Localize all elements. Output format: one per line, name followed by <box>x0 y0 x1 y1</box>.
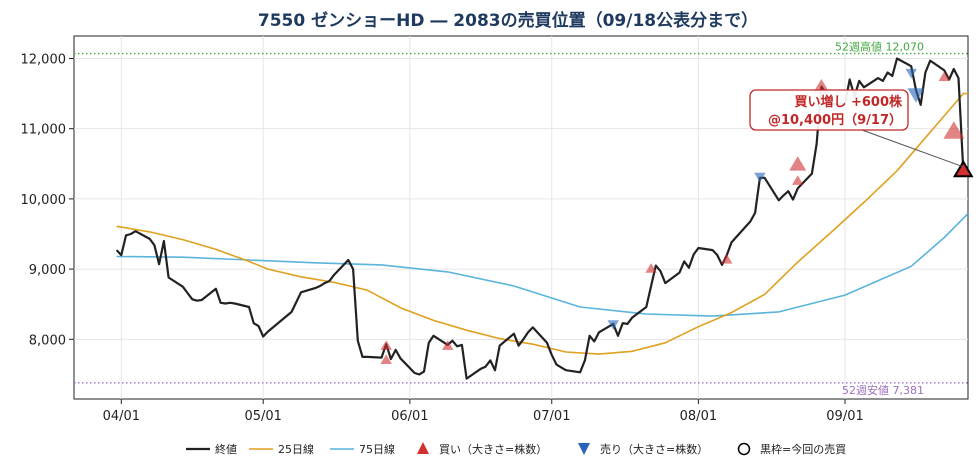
chart-title: 7550 ゼンショーHD ― 2083の売買位置（09/18公表分まで） <box>258 10 758 31</box>
annotation-arrow <box>861 129 964 168</box>
x-tick-label: 08/01 <box>680 409 717 424</box>
legend-label-buy: 買い（大きさ=株数） <box>439 442 547 456</box>
buy-marker <box>721 254 733 264</box>
buy-marker <box>380 354 392 364</box>
buy-marker-current <box>952 159 974 178</box>
annotation-box <box>749 89 909 131</box>
high-52w-label: 52週高値 12,070 <box>835 40 924 54</box>
buy-marker <box>943 121 965 139</box>
buy-marker <box>645 263 657 273</box>
y-tick-label: 10,000 <box>21 193 67 208</box>
axis-ticks: 8,000 9,000 10,000 11,000 12,000 04/01 05/01 06… <box>21 52 864 424</box>
x-tick-label: 05/01 <box>244 409 281 424</box>
grid <box>74 36 968 399</box>
buy-marker <box>380 340 392 350</box>
legend-label-close: 終値 <box>215 442 237 456</box>
legend-label-current: 黒枠=今回の売買 <box>760 442 846 456</box>
legend-label-ma75: 75日線 <box>359 442 395 456</box>
legend-swatch-sell <box>578 443 590 455</box>
buy-marker <box>789 156 807 171</box>
y-tick-label: 9,000 <box>29 263 66 278</box>
legend-label-sell: 売り（大きさ=株数） <box>600 442 708 456</box>
legend: 終値 25日線 75日線 買い（大きさ=株数） 売り（大きさ=株数） 黒枠=今回の売買 <box>186 442 846 456</box>
legend-swatch-buy <box>417 442 429 454</box>
legend-swatch-current <box>737 442 751 456</box>
x-tick-label: 07/01 <box>533 409 570 424</box>
sell-marker <box>905 68 917 79</box>
buy-marker <box>792 175 804 185</box>
reference-lines: 52週高値 12,070 52週安値 7,381 <box>74 40 968 397</box>
sell-marker <box>754 172 766 183</box>
legend-label-ma25: 25日線 <box>278 442 314 456</box>
annotation-line2: @10,400円（9/17） <box>768 112 902 128</box>
buy-marker <box>442 340 454 350</box>
y-tick-label: 8,000 <box>29 333 66 348</box>
sell-marker <box>907 88 925 103</box>
x-tick-label: 04/01 <box>103 409 140 424</box>
y-tick-label: 12,000 <box>21 52 67 67</box>
sell-marker <box>607 320 619 330</box>
buy-marker <box>938 71 950 81</box>
annotation-line1: 買い増し +600株 <box>794 94 903 110</box>
low-52w-label: 52週安値 7,381 <box>842 383 924 397</box>
trade-annotation: 買い増し +600株 @10,400円（9/17） <box>749 89 964 168</box>
series-line-ma75 <box>116 213 969 317</box>
x-tick-label: 09/01 <box>826 409 863 424</box>
y-tick-label: 11,000 <box>21 123 67 138</box>
x-tick-label: 06/01 <box>391 409 428 424</box>
